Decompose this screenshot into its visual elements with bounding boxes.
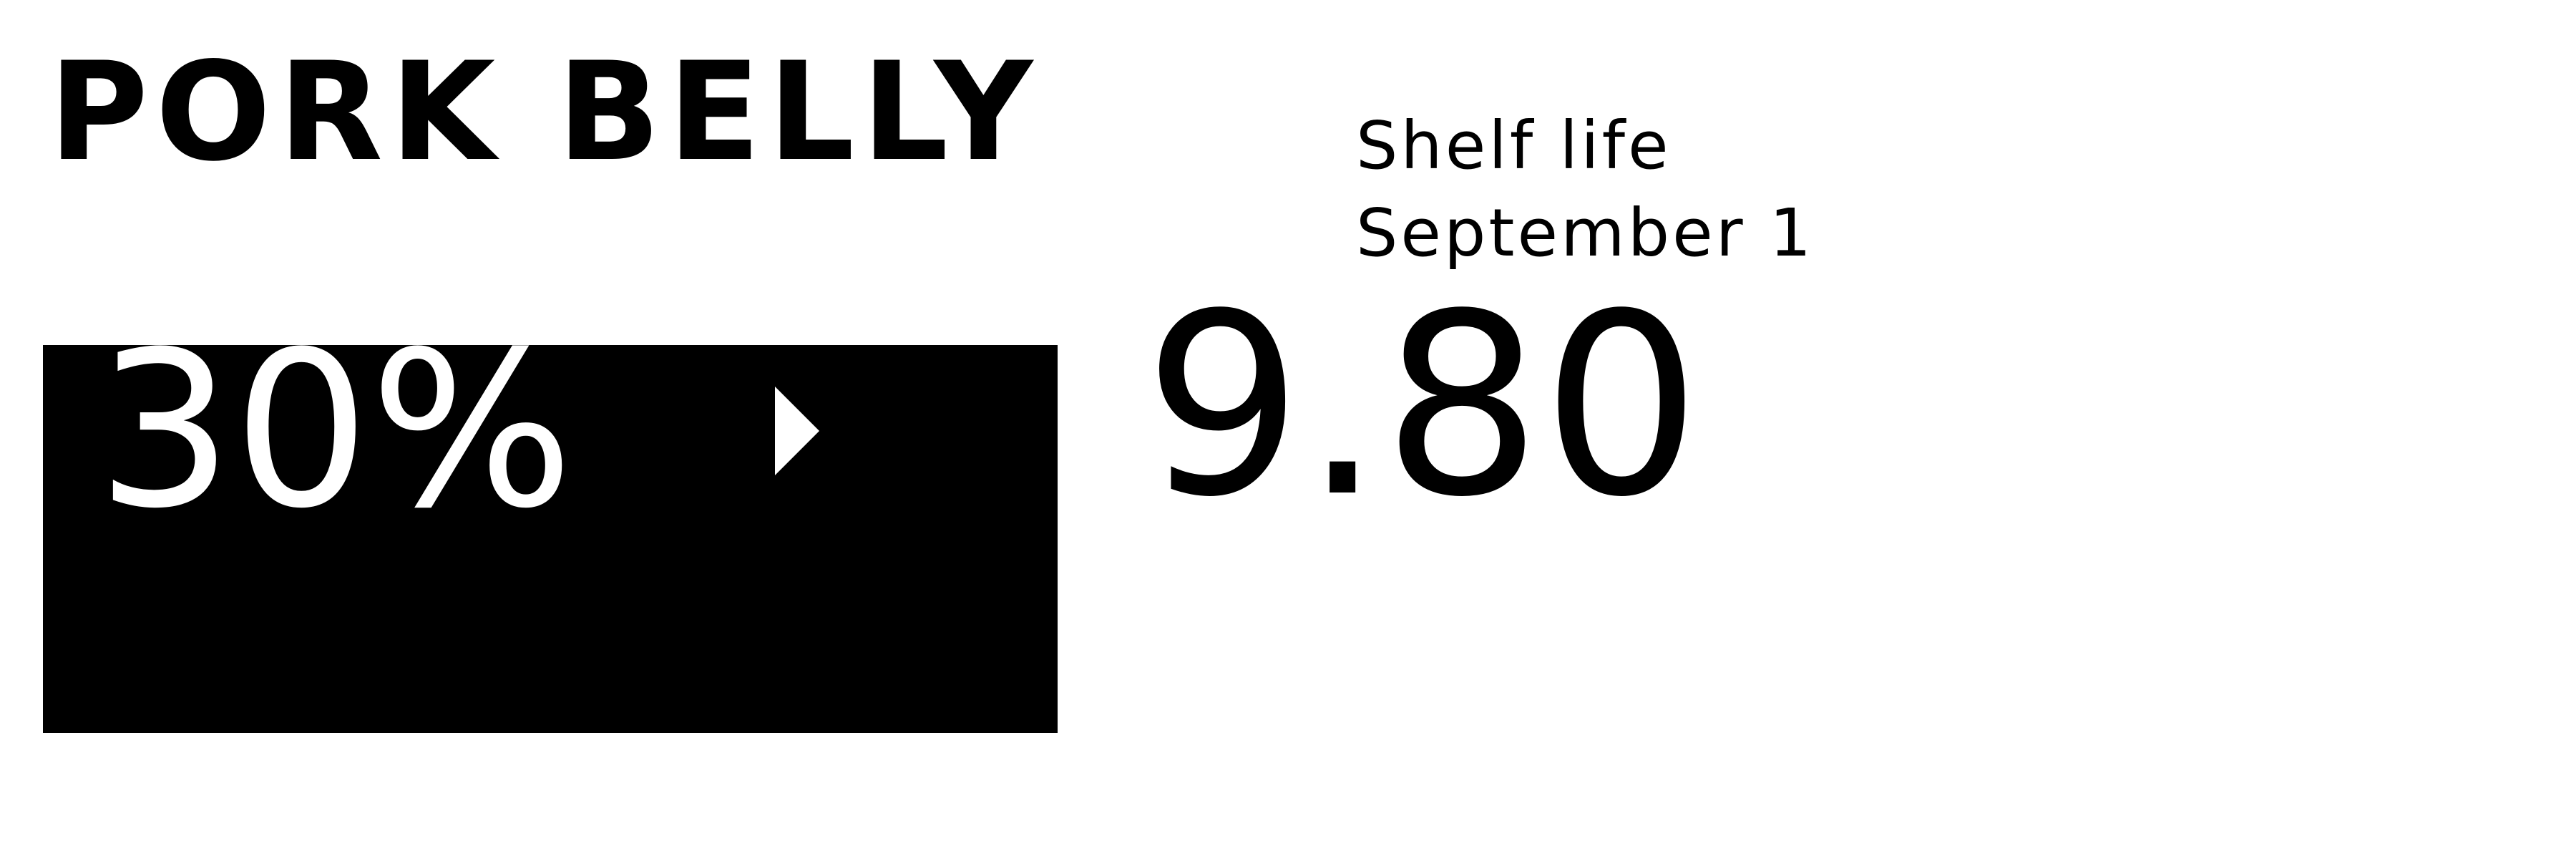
discount-value: 30% <box>97 345 574 555</box>
shelf-life-date: September 1 <box>1356 195 1815 271</box>
shelf-life-label: Shelf life <box>1356 107 1672 184</box>
triangle-right-icon <box>775 387 819 475</box>
price: 9.80 <box>1143 260 1702 552</box>
product-name: PORK BELLY <box>49 33 1040 191</box>
discount-box: 30% <box>43 345 1058 733</box>
